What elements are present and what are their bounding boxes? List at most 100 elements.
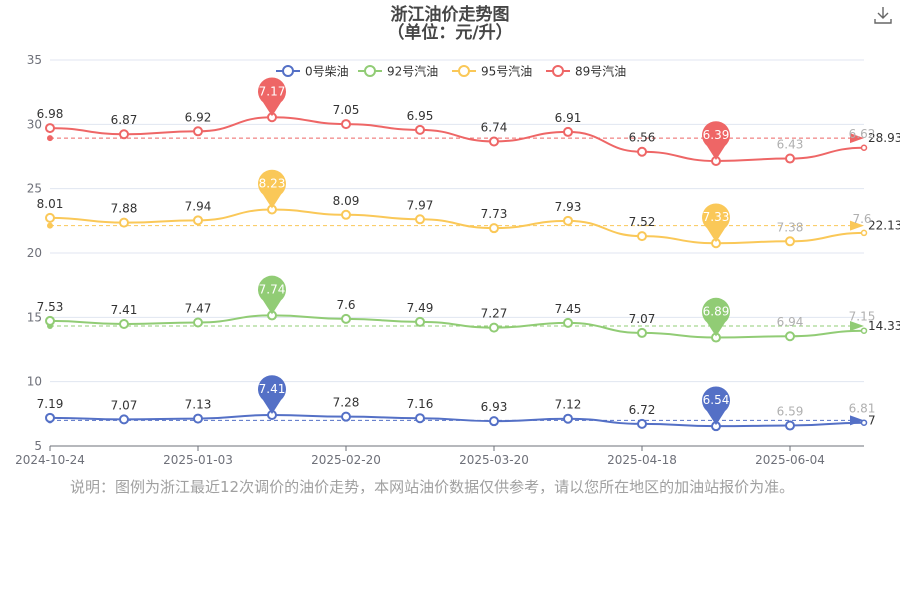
legend-marker xyxy=(364,65,376,77)
pin-label: 8.23 xyxy=(259,177,286,191)
data-label: 6.91 xyxy=(555,111,582,125)
extreme-pin: 8.23 xyxy=(258,169,286,209)
y-tick-label: 5 xyxy=(34,439,42,453)
average-label: 22.13 xyxy=(868,219,900,233)
data-label: 6.43 xyxy=(777,138,804,152)
data-label: 6.59 xyxy=(777,405,804,419)
extreme-pin: 7.41 xyxy=(258,375,286,414)
data-label: 6.87 xyxy=(111,113,138,127)
legend-item-0[interactable]: 0号柴油 xyxy=(276,65,349,79)
series-line-0 xyxy=(49,413,865,428)
data-label: 7.07 xyxy=(111,398,138,412)
data-point xyxy=(415,413,425,424)
data-label: 7.94 xyxy=(185,199,212,213)
data-point xyxy=(415,316,425,327)
legend[interactable]: 0号柴油 92号汽油 95号汽油 89号汽油 xyxy=(276,64,626,79)
data-label: 7.19 xyxy=(37,397,64,411)
data-label: 6.92 xyxy=(185,110,212,124)
pin-shape xyxy=(702,386,731,426)
data-label: 7.41 xyxy=(111,303,138,317)
data-label: 6.56 xyxy=(629,131,656,145)
data-point xyxy=(119,319,129,330)
data-label: 7.47 xyxy=(185,301,212,315)
y-tick-label: 10 xyxy=(27,375,42,389)
pin-shape xyxy=(258,169,286,209)
data-point xyxy=(119,217,129,228)
data-label: 7.38 xyxy=(777,220,804,234)
pin-label: 7.41 xyxy=(259,382,286,396)
data-point xyxy=(489,322,499,333)
pin-label: 7.33 xyxy=(703,210,730,224)
pin-label: 7.74 xyxy=(259,282,286,296)
x-tick-label: 2024-10-24 xyxy=(15,453,85,467)
data-point xyxy=(637,327,647,338)
data-point xyxy=(563,215,573,226)
average-arrow xyxy=(850,133,864,144)
data-point xyxy=(563,317,573,328)
data-point xyxy=(193,215,203,226)
data-label: 8.09 xyxy=(333,194,360,208)
pin-shape xyxy=(258,375,286,414)
data-point xyxy=(860,419,868,426)
chart-title: 浙江油价走势图 xyxy=(391,4,510,25)
data-point xyxy=(860,229,868,237)
series-lines xyxy=(45,112,868,432)
legend-label: 89号汽油 xyxy=(575,64,626,79)
data-label: 7.53 xyxy=(37,300,64,314)
axes: 5 10 15 20 25 30 35 2024-10-24 2025-01-03 2025-02… xyxy=(15,53,864,467)
legend-item-1[interactable]: 92号汽油 xyxy=(358,64,438,79)
data-label: 7.73 xyxy=(481,207,508,221)
extreme-pin: 7.17 xyxy=(258,77,287,117)
data-point xyxy=(415,214,425,225)
pin-shape xyxy=(258,77,287,117)
y-tick-label: 15 xyxy=(27,310,42,324)
extreme-pin: 6.54 xyxy=(702,386,731,426)
legend-marker xyxy=(552,65,564,77)
data-point xyxy=(341,209,351,220)
pin-shape xyxy=(702,121,730,161)
data-label: 6.81 xyxy=(849,402,876,416)
x-tick-label: 2025-04-18 xyxy=(607,453,677,467)
average-start-dot xyxy=(47,222,53,229)
data-point xyxy=(489,416,499,427)
data-label: 7.16 xyxy=(407,397,434,411)
data-point xyxy=(637,418,647,429)
data-labels: 7.19 7.07 7.13 7.28 7.16 6.93 7.12 6.72 6.59 6.81… xyxy=(37,103,876,418)
pin-shape xyxy=(702,297,731,337)
pin-shape xyxy=(258,275,286,315)
data-point xyxy=(563,413,573,424)
series-line-3 xyxy=(49,116,865,163)
extreme-pin: 7.74 xyxy=(258,275,286,315)
download-icon xyxy=(874,7,892,24)
legend-item-3[interactable]: 89号汽油 xyxy=(546,64,626,79)
y-tick-label: 35 xyxy=(27,53,42,67)
data-point xyxy=(860,327,868,334)
legend-label: 92号汽油 xyxy=(387,64,438,79)
legend-label: 95号汽油 xyxy=(481,64,532,79)
data-label: 7.52 xyxy=(629,215,656,229)
average-start-dot xyxy=(47,135,53,142)
average-arrow xyxy=(850,220,864,231)
data-point xyxy=(45,123,55,134)
pin-label: 6.89 xyxy=(703,305,730,319)
chart-note: 说明：图例为浙江最近12次调价的油价走势，本网站油价数据仅供参考，请以您所在地区… xyxy=(70,478,795,496)
data-label: 7.6 xyxy=(852,212,871,226)
data-label: 7.93 xyxy=(555,200,582,214)
data-point xyxy=(341,411,351,422)
data-point xyxy=(489,223,499,234)
extreme-markers: 7.41 6.54 7.74 6.89 8.23 7.33 7.17 6.39 xyxy=(258,77,731,426)
data-point xyxy=(341,313,351,324)
legend-label: 0号柴油 xyxy=(305,65,349,79)
download-button[interactable] xyxy=(872,4,894,26)
extreme-pin: 6.89 xyxy=(702,297,731,337)
grid-lines xyxy=(50,59,864,383)
series-line-1 xyxy=(49,314,865,339)
data-point xyxy=(193,317,203,328)
legend-marker xyxy=(282,65,294,77)
data-label: 7.97 xyxy=(407,198,434,212)
data-point xyxy=(415,124,425,135)
data-label: 7.12 xyxy=(555,398,582,412)
data-label: 6.94 xyxy=(777,315,804,329)
legend-item-2[interactable]: 95号汽油 xyxy=(452,64,532,79)
